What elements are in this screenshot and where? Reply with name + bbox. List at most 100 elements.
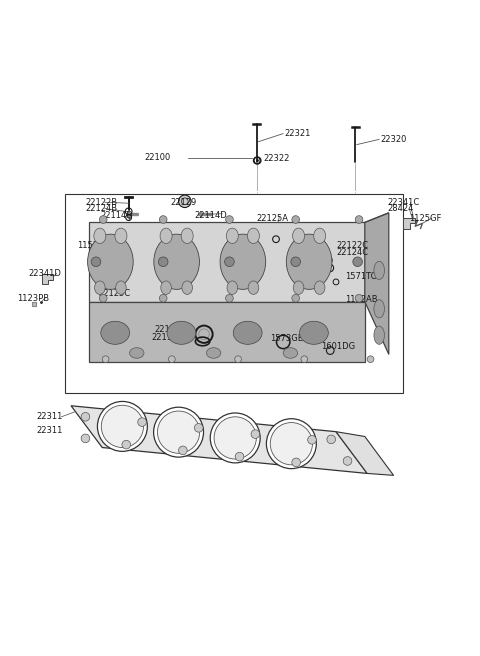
Circle shape [168,356,175,363]
Circle shape [266,419,316,468]
Circle shape [308,436,316,444]
Ellipse shape [286,234,332,289]
Circle shape [159,295,167,302]
Ellipse shape [374,261,384,279]
Circle shape [101,405,144,447]
Ellipse shape [374,326,384,344]
Ellipse shape [95,281,105,295]
Polygon shape [89,302,365,361]
Circle shape [179,446,187,455]
Circle shape [226,216,233,223]
Text: 1151CJ: 1151CJ [77,241,106,250]
Text: 1571TC: 1571TC [345,272,376,281]
Polygon shape [89,222,365,302]
Circle shape [235,356,241,363]
Ellipse shape [300,321,328,344]
Ellipse shape [167,321,196,344]
Text: 22114D: 22114D [194,211,227,220]
Circle shape [235,453,244,461]
Text: 22341D: 22341D [29,269,61,277]
Text: 22114D: 22114D [101,211,133,220]
Ellipse shape [283,348,298,358]
Ellipse shape [160,228,172,243]
Text: 28424: 28424 [388,205,414,213]
Ellipse shape [227,281,238,295]
Polygon shape [365,213,389,354]
Text: 22321: 22321 [285,129,311,138]
Ellipse shape [101,321,130,344]
Ellipse shape [206,348,221,358]
Text: 22113A: 22113A [151,333,183,342]
Ellipse shape [233,321,262,344]
Circle shape [99,216,107,223]
Ellipse shape [88,234,133,289]
Text: 22122C: 22122C [336,241,368,250]
Text: 22311: 22311 [36,426,62,435]
Circle shape [91,257,101,266]
Ellipse shape [94,228,106,243]
Circle shape [355,216,363,223]
Polygon shape [42,274,53,284]
Ellipse shape [181,228,193,243]
Circle shape [343,457,352,465]
Circle shape [157,411,200,453]
Ellipse shape [161,281,171,295]
Circle shape [159,216,167,223]
Circle shape [158,257,168,266]
Ellipse shape [154,234,200,289]
Text: 22125C: 22125C [98,289,131,298]
Circle shape [97,401,147,451]
Circle shape [99,295,107,302]
Text: 22112A: 22112A [155,325,187,334]
Circle shape [81,413,90,421]
Circle shape [122,440,131,449]
Ellipse shape [116,281,126,295]
Text: 22341C: 22341C [388,197,420,207]
Circle shape [270,422,312,465]
Circle shape [367,356,374,363]
Circle shape [210,413,260,463]
Ellipse shape [182,281,192,295]
Text: 1573GE: 1573GE [270,334,303,343]
Text: 22320: 22320 [381,135,407,144]
Ellipse shape [248,281,259,295]
Ellipse shape [227,228,238,243]
Ellipse shape [115,228,127,243]
Circle shape [292,295,300,302]
Text: 22124B: 22124B [85,204,118,213]
Ellipse shape [314,281,325,295]
Circle shape [154,407,204,457]
Circle shape [81,434,90,443]
Ellipse shape [293,228,304,243]
Text: 22125A: 22125A [257,214,289,223]
Circle shape [102,356,109,363]
Text: 1123PB: 1123PB [17,295,49,303]
Polygon shape [71,406,367,474]
Ellipse shape [248,228,259,243]
Circle shape [194,424,203,432]
Circle shape [327,435,336,443]
Circle shape [225,257,234,266]
Ellipse shape [220,234,266,289]
Circle shape [292,216,300,223]
Ellipse shape [293,281,304,295]
Circle shape [179,195,191,207]
Circle shape [251,430,260,438]
Circle shape [355,295,363,302]
Polygon shape [336,432,394,476]
Circle shape [301,356,308,363]
Circle shape [214,417,256,459]
Text: 22322: 22322 [263,154,289,163]
Circle shape [291,257,300,266]
Ellipse shape [374,300,384,318]
Ellipse shape [314,228,325,243]
Ellipse shape [130,348,144,358]
Circle shape [353,257,362,266]
Text: 1125GF: 1125GF [409,214,441,223]
Circle shape [226,295,233,302]
Text: 22129: 22129 [170,197,197,207]
Text: 1601DG: 1601DG [321,342,355,351]
Circle shape [138,418,146,426]
Text: 22122B: 22122B [85,197,118,207]
Polygon shape [403,218,415,229]
